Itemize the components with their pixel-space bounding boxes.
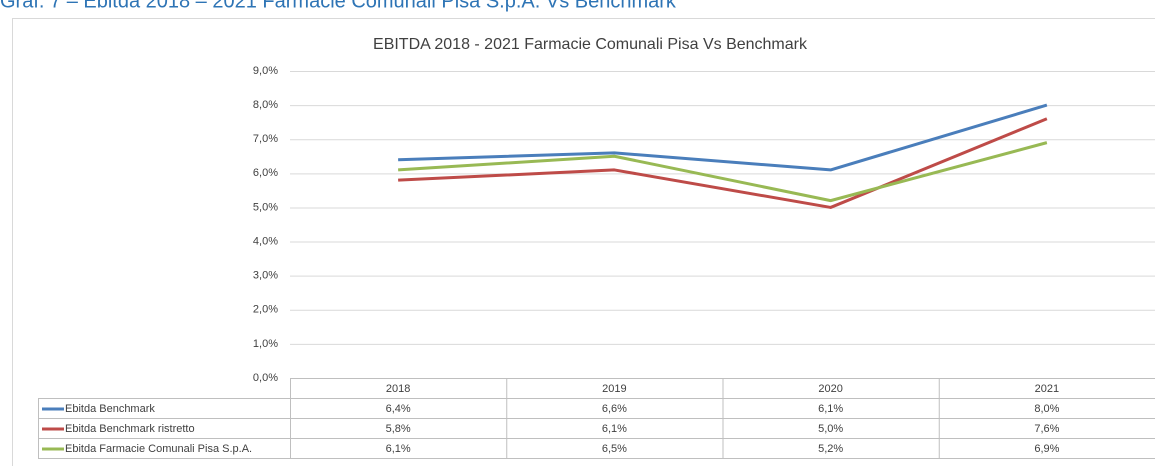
table-value: 5,0% xyxy=(818,423,843,435)
table-value: 6,9% xyxy=(1034,443,1059,455)
table-value: 6,6% xyxy=(602,403,627,415)
series-line xyxy=(398,117,1048,209)
x-tick-label: 2021 xyxy=(1035,383,1059,395)
y-tick-label: 4,0% xyxy=(253,235,278,247)
legend-label: Ebitda Benchmark ristretto xyxy=(65,423,195,435)
table-value: 6,4% xyxy=(386,403,411,415)
y-tick-label: 6,0% xyxy=(253,167,278,179)
legend-label: Ebitda Benchmark xyxy=(65,403,155,415)
series-line xyxy=(398,141,1048,203)
table-value: 6,1% xyxy=(818,403,843,415)
y-tick-label: 8,0% xyxy=(253,99,278,111)
y-tick-label: 3,0% xyxy=(253,270,278,282)
series-line xyxy=(398,103,1048,172)
table-value: 6,5% xyxy=(602,443,627,455)
legend-label: Ebitda Farmacie Comunali Pisa S.p.A. xyxy=(65,443,252,455)
x-tick-label: 2018 xyxy=(386,383,410,395)
y-tick-label: 1,0% xyxy=(253,338,278,350)
x-tick-label: 2019 xyxy=(602,383,626,395)
table-value: 8,0% xyxy=(1034,403,1059,415)
table-value: 6,1% xyxy=(602,423,627,435)
x-tick-label: 2020 xyxy=(818,383,842,395)
heading: Graf. 7 – Ebitda 2018 – 2021 Farmacie Co… xyxy=(0,0,677,12)
table-value: 5,2% xyxy=(818,443,843,455)
y-tick-label: 7,0% xyxy=(253,133,278,145)
y-tick-label: 9,0% xyxy=(253,65,278,77)
y-tick-label: 5,0% xyxy=(253,201,278,213)
table-value: 7,6% xyxy=(1034,423,1059,435)
chart-border xyxy=(12,18,1155,466)
table-value: 6,1% xyxy=(386,443,411,455)
y-tick-label: 2,0% xyxy=(253,304,278,316)
y-tick-label: 0,0% xyxy=(253,372,278,384)
table-value: 5,8% xyxy=(386,423,411,435)
chart-title: EBITDA 2018 - 2021 Farmacie Comunali Pis… xyxy=(373,36,808,53)
